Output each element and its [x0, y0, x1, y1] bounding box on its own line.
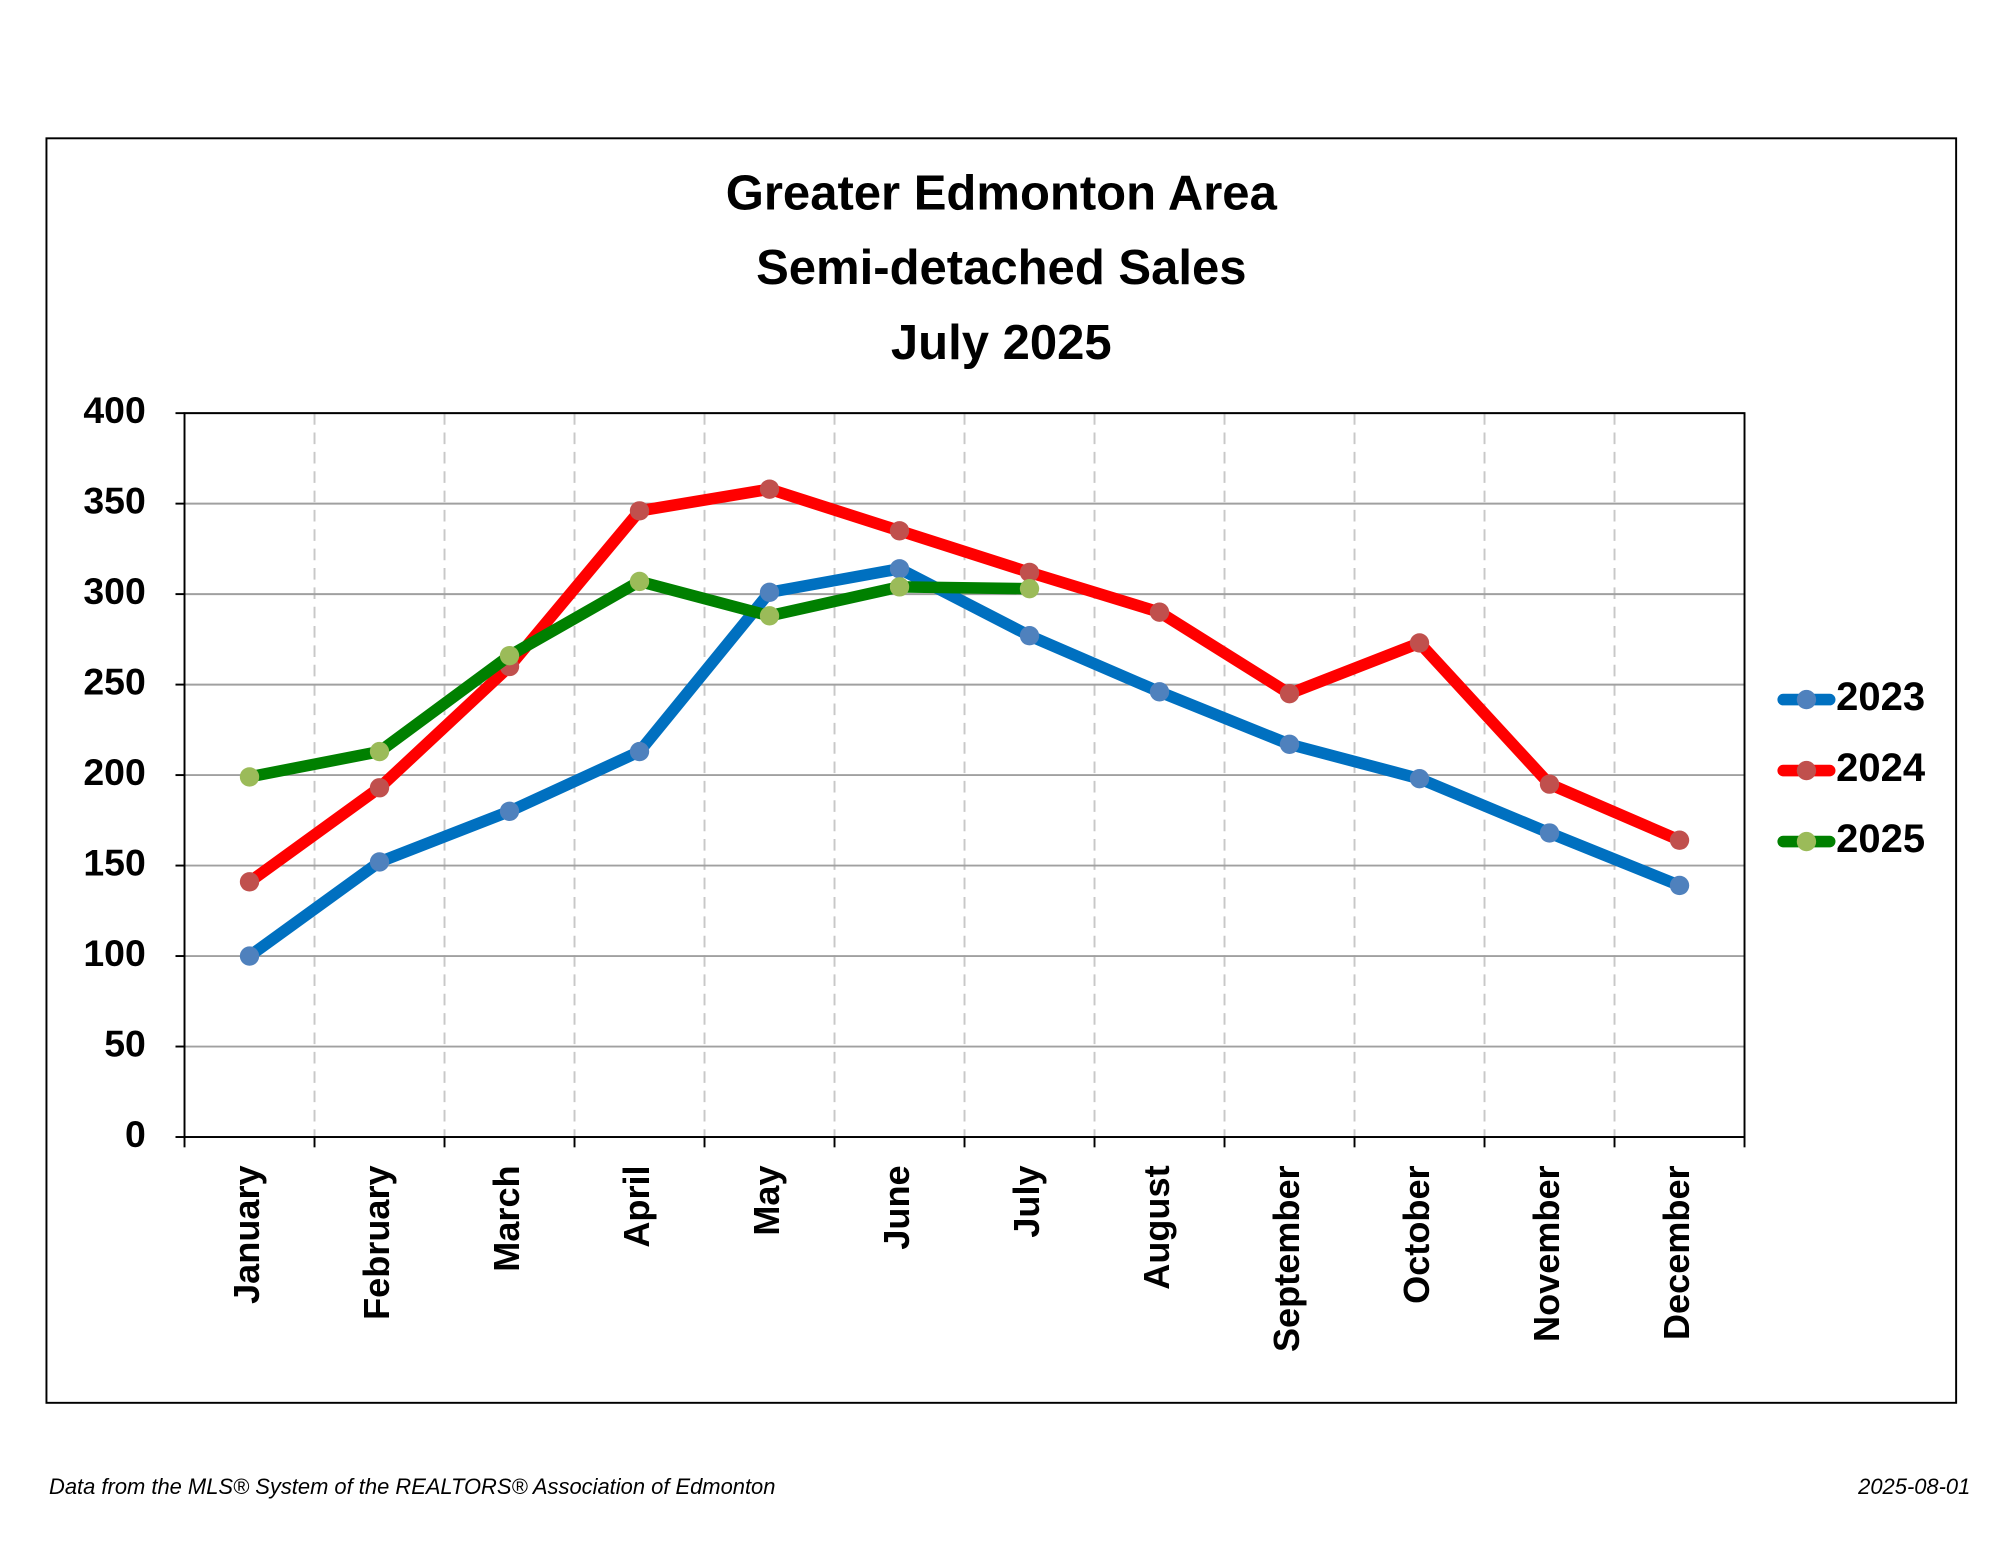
- data-point: [1149, 602, 1170, 622]
- data-point: [369, 778, 390, 798]
- x-tick-label: June: [876, 1165, 917, 1249]
- x-tick-label: July: [1006, 1165, 1047, 1237]
- data-point: [1149, 682, 1170, 702]
- source-note: Data from the MLS® System of the REALTOR…: [49, 1474, 775, 1499]
- legend-marker: [1796, 760, 1817, 781]
- data-point: [369, 741, 390, 762]
- data-point: [759, 606, 780, 626]
- data-point: [1279, 683, 1300, 704]
- data-point: [1409, 633, 1430, 653]
- data-point: [759, 479, 780, 499]
- report-date: 2025-08-01: [1857, 1474, 1970, 1499]
- x-tick-label: September: [1266, 1165, 1307, 1352]
- data-point: [239, 767, 260, 787]
- legend-marker: [1796, 689, 1817, 710]
- x-tick-label: November: [1526, 1165, 1567, 1342]
- data-point: [499, 801, 520, 821]
- legend-marker: [1796, 831, 1817, 852]
- y-tick-label: 50: [104, 1022, 146, 1064]
- data-point: [629, 741, 650, 762]
- data-point: [1669, 875, 1690, 896]
- chart-date-title: July 2025: [891, 316, 1112, 370]
- data-point: [239, 946, 260, 966]
- y-tick-label: 350: [83, 480, 145, 522]
- data-point: [369, 852, 390, 872]
- data-point: [1409, 769, 1430, 789]
- data-point: [629, 571, 650, 592]
- y-tick-label: 0: [125, 1113, 146, 1155]
- y-tick-label: 300: [83, 570, 145, 612]
- y-tick-label: 250: [83, 660, 145, 702]
- data-point: [1019, 579, 1040, 599]
- x-tick-label: March: [486, 1165, 527, 1271]
- data-point: [239, 872, 260, 892]
- data-point: [1019, 626, 1040, 646]
- x-tick-label: May: [746, 1165, 787, 1235]
- legend-label: 2023: [1836, 675, 1925, 719]
- x-tick-label: February: [356, 1165, 397, 1320]
- data-point: [1539, 774, 1560, 794]
- data-point: [499, 645, 520, 666]
- data-point: [759, 582, 780, 602]
- x-tick-label: August: [1136, 1165, 1177, 1289]
- chart-subtitle: Semi-detached Sales: [756, 241, 1246, 295]
- chart-title: Greater Edmonton Area: [726, 166, 1278, 220]
- legend-label: 2024: [1836, 746, 1926, 790]
- y-tick-label: 100: [83, 932, 145, 974]
- data-point: [889, 577, 910, 597]
- legend-label: 2025: [1836, 817, 1925, 861]
- x-tick-label: January: [226, 1165, 267, 1304]
- x-tick-label: October: [1396, 1165, 1437, 1303]
- series-line: [243, 562, 1686, 962]
- data-point: [1019, 562, 1040, 583]
- x-tick-label: April: [616, 1165, 657, 1247]
- data-point: [1669, 830, 1690, 850]
- data-point: [1279, 734, 1300, 754]
- data-point: [629, 501, 650, 521]
- data-point: [1539, 823, 1560, 843]
- x-tick-label: December: [1656, 1165, 1697, 1340]
- data-point: [889, 559, 910, 579]
- y-tick-label: 400: [83, 389, 145, 431]
- y-tick-label: 200: [83, 751, 145, 793]
- y-tick-label: 150: [83, 841, 145, 883]
- series-line: [243, 483, 1686, 888]
- data-point: [889, 521, 910, 541]
